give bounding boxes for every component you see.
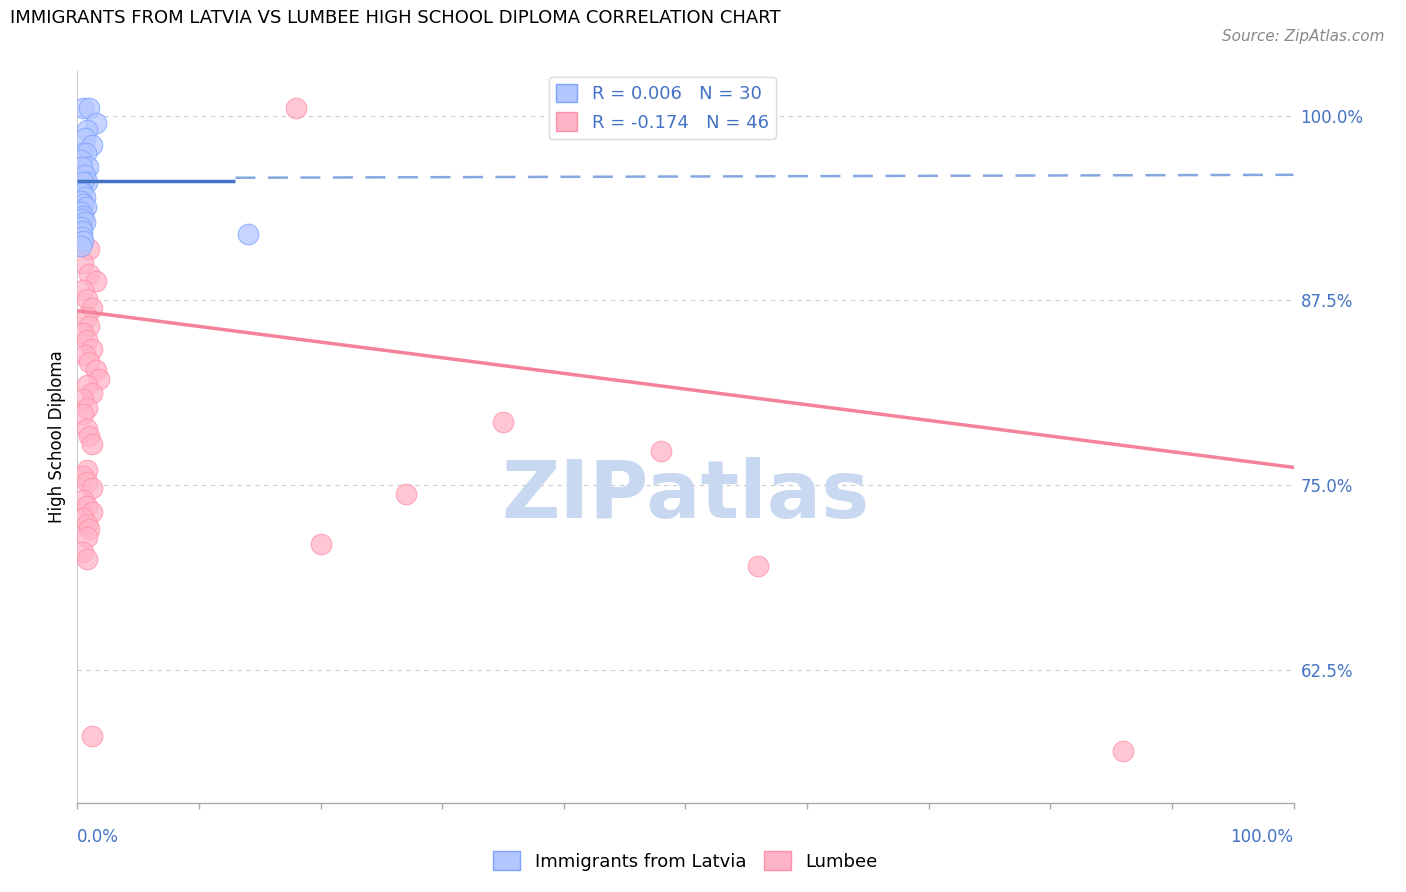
Point <box>72 407 94 421</box>
Point <box>72 544 94 558</box>
Point <box>72 212 94 227</box>
Point <box>76 310 98 324</box>
Y-axis label: High School Diploma: High School Diploma <box>48 351 66 524</box>
Point <box>70 161 93 175</box>
Point <box>70 194 93 209</box>
Text: 100.0%: 100.0% <box>1230 828 1294 846</box>
Point <box>80 138 103 153</box>
Point <box>73 348 96 362</box>
Point <box>76 333 98 347</box>
Point <box>395 487 418 501</box>
Point <box>75 145 97 160</box>
Point <box>72 209 94 223</box>
Point <box>76 123 98 137</box>
Point <box>285 101 308 115</box>
Point <box>84 274 107 288</box>
Text: 0.0%: 0.0% <box>77 828 120 846</box>
Point <box>76 377 98 392</box>
Point <box>492 415 515 429</box>
Point <box>76 175 98 189</box>
Point <box>72 101 94 115</box>
Point <box>76 475 98 490</box>
Point <box>77 161 100 175</box>
Point <box>72 326 94 340</box>
Text: Source: ZipAtlas.com: Source: ZipAtlas.com <box>1222 29 1385 44</box>
Point <box>80 729 103 743</box>
Point <box>80 342 103 356</box>
Point <box>70 153 93 167</box>
Point <box>79 429 101 443</box>
Point <box>80 386 103 401</box>
Point <box>72 197 94 211</box>
Point <box>70 183 93 197</box>
Legend: R = 0.006   N = 30, R = -0.174   N = 46: R = 0.006 N = 30, R = -0.174 N = 46 <box>548 77 776 139</box>
Point <box>89 372 111 386</box>
Point <box>76 401 98 416</box>
Point <box>70 230 93 244</box>
Point <box>73 168 96 182</box>
Point <box>309 537 332 551</box>
Point <box>76 530 98 544</box>
Point <box>70 204 93 219</box>
Point <box>72 235 94 249</box>
Point <box>72 469 94 483</box>
Point <box>73 215 96 229</box>
Point <box>747 559 769 574</box>
Point <box>79 267 101 281</box>
Point <box>70 238 93 252</box>
Point <box>76 422 98 436</box>
Point <box>72 492 94 507</box>
Point <box>75 200 97 214</box>
Point <box>80 505 103 519</box>
Point <box>76 516 98 531</box>
Point <box>70 186 93 200</box>
Point <box>73 131 96 145</box>
Point <box>79 523 101 537</box>
Point <box>80 481 103 495</box>
Point <box>72 256 94 270</box>
Point <box>72 283 94 297</box>
Point <box>72 392 94 407</box>
Point <box>79 242 101 256</box>
Point <box>79 318 101 333</box>
Point <box>79 101 101 115</box>
Point <box>84 116 107 130</box>
Point <box>70 145 93 160</box>
Point <box>72 510 94 524</box>
Point <box>79 355 101 369</box>
Point <box>70 212 93 227</box>
Point <box>76 552 98 566</box>
Point <box>76 463 98 477</box>
Point <box>70 219 93 234</box>
Point <box>76 499 98 513</box>
Text: ZIPatlas: ZIPatlas <box>502 457 869 534</box>
Point <box>84 363 107 377</box>
Point <box>650 444 672 458</box>
Text: IMMIGRANTS FROM LATVIA VS LUMBEE HIGH SCHOOL DIPLOMA CORRELATION CHART: IMMIGRANTS FROM LATVIA VS LUMBEE HIGH SC… <box>10 10 782 28</box>
Point <box>76 292 98 306</box>
Point <box>73 190 96 204</box>
Point <box>72 175 94 189</box>
Point <box>236 227 259 241</box>
Point <box>1112 744 1135 758</box>
Point <box>80 436 103 450</box>
Point <box>70 224 93 238</box>
Point <box>80 301 103 315</box>
